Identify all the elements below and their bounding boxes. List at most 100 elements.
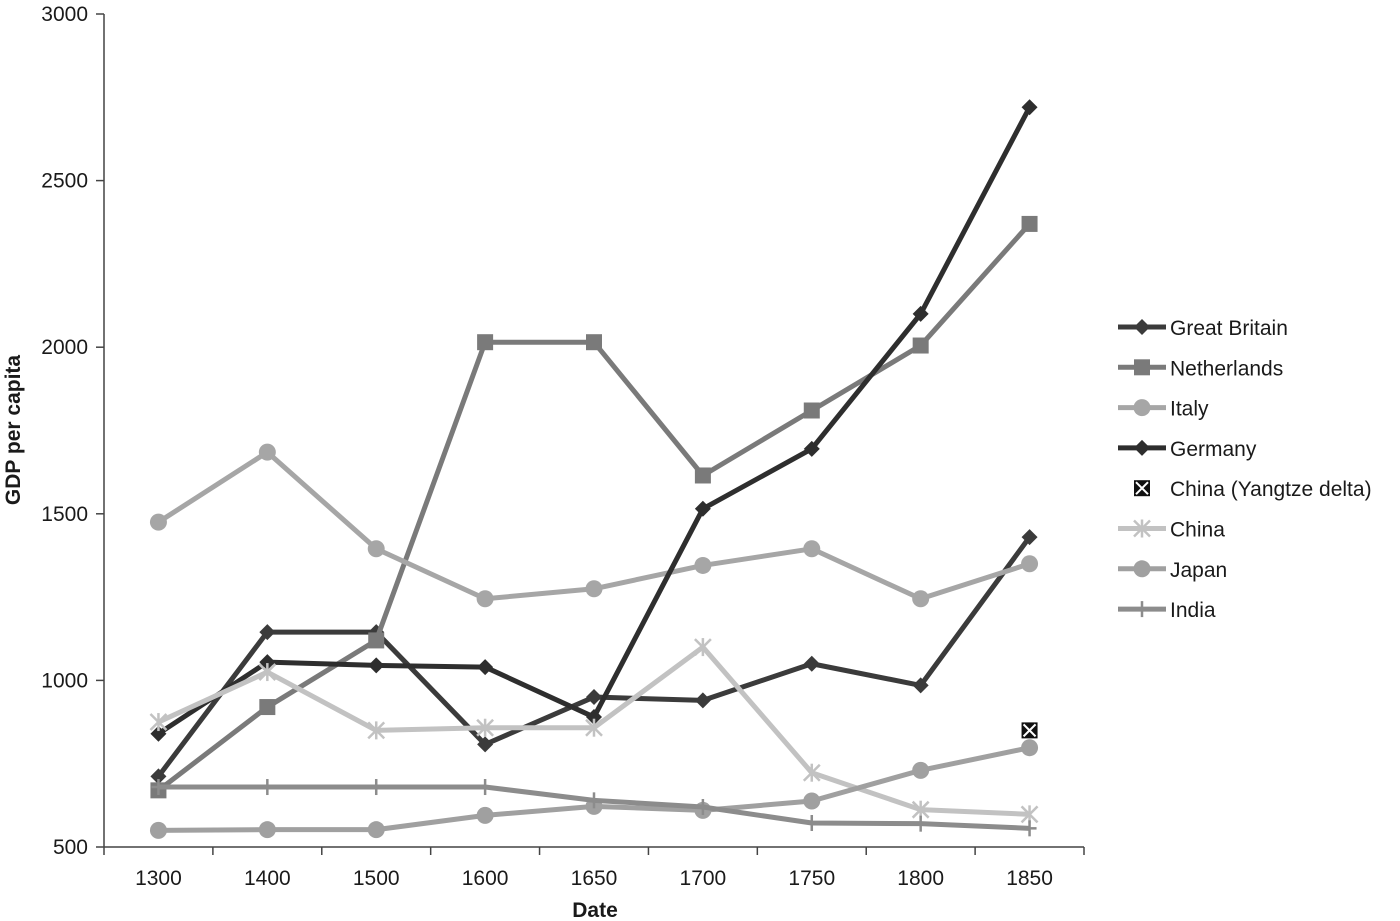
marker-circle xyxy=(367,540,385,558)
data-point xyxy=(912,590,930,608)
data-point xyxy=(477,334,494,351)
y-tick-label: 1000 xyxy=(41,669,88,692)
marker-circle xyxy=(912,590,930,608)
data-point xyxy=(369,779,384,796)
data-point xyxy=(1021,739,1039,757)
data-point xyxy=(367,540,385,558)
marker-circle xyxy=(585,580,603,598)
marker-diamond xyxy=(259,654,276,671)
data-point xyxy=(586,334,602,351)
x-tick-label: 1300 xyxy=(135,867,182,890)
legend-item-india: India xyxy=(1118,599,1216,622)
marker-circle xyxy=(149,821,167,839)
y-tick-label: 3000 xyxy=(41,3,88,26)
data-point xyxy=(258,821,276,839)
marker-circle xyxy=(1133,399,1151,417)
x-tick-label: 1650 xyxy=(571,867,618,890)
legend-label: Japan xyxy=(1170,559,1227,582)
legend-label: Germany xyxy=(1170,438,1257,461)
marker-diamond xyxy=(1134,439,1150,456)
data-point xyxy=(803,655,820,672)
data-point xyxy=(476,806,494,824)
data-point xyxy=(694,467,711,484)
marker-diamond xyxy=(477,736,494,753)
data-point xyxy=(258,443,276,461)
data-point xyxy=(1021,555,1039,573)
data-point xyxy=(367,821,385,839)
data-point xyxy=(803,440,820,457)
data-point xyxy=(804,815,819,832)
data-point xyxy=(149,513,167,531)
marker-x-stroke xyxy=(1022,723,1037,738)
marker-square xyxy=(912,337,929,354)
x-tick-label: 1600 xyxy=(462,867,509,890)
marker-square xyxy=(1021,215,1038,232)
series-germany xyxy=(150,99,1038,742)
marker-square xyxy=(1134,359,1150,376)
marker-circle xyxy=(1133,560,1151,578)
marker-diamond xyxy=(1021,99,1038,116)
legend-marker xyxy=(1133,399,1151,417)
series-netherlands xyxy=(150,215,1038,799)
data-point xyxy=(368,632,385,649)
legend-item-italy: Italy xyxy=(1118,398,1209,421)
data-point xyxy=(1021,99,1038,116)
data-point xyxy=(694,692,711,709)
marker-circle xyxy=(476,806,494,824)
data-point xyxy=(913,815,928,832)
data-point xyxy=(803,540,821,558)
marker-circle xyxy=(149,513,167,531)
marker-diamond xyxy=(150,768,167,785)
x-tick-label: 1700 xyxy=(680,867,727,890)
legend-marker xyxy=(1133,560,1151,578)
marker-circle xyxy=(803,792,821,810)
series-line xyxy=(156,535,1032,778)
marker-diamond xyxy=(368,657,385,674)
legend-marker xyxy=(1134,359,1150,376)
data-point xyxy=(802,763,821,782)
data-point xyxy=(1021,722,1038,739)
data-point xyxy=(694,638,712,657)
data-point xyxy=(912,677,929,694)
data-point xyxy=(259,624,276,641)
marker-square xyxy=(694,467,711,484)
legend-item-china: China xyxy=(1118,519,1225,542)
x-tick-label: 1850 xyxy=(1006,867,1053,890)
marker-diamond xyxy=(912,305,929,322)
data-point xyxy=(367,721,386,740)
marker-circle xyxy=(694,556,712,574)
legend-label: India xyxy=(1170,599,1216,622)
data-point xyxy=(149,713,168,732)
marker-square xyxy=(259,699,276,716)
data-point xyxy=(151,779,166,796)
legend-label: China (Yangtze delta) xyxy=(1170,478,1372,501)
data-point xyxy=(150,725,167,742)
legend-marker xyxy=(1134,480,1150,497)
legend-item-germany: Germany xyxy=(1118,438,1257,461)
marker-diamond xyxy=(586,689,602,706)
data-point xyxy=(368,657,385,674)
data-point xyxy=(586,709,602,726)
marker-diamond xyxy=(912,677,929,694)
data-point xyxy=(476,718,494,737)
legend-marker xyxy=(1134,439,1150,456)
marker-square xyxy=(803,402,820,419)
series-china xyxy=(149,638,1039,824)
x-tick-label: 1400 xyxy=(244,867,291,890)
series-great-britain xyxy=(150,529,1038,785)
y-tick-label: 2000 xyxy=(41,336,88,359)
data-point xyxy=(259,699,276,716)
data-point xyxy=(477,736,494,753)
marker-diamond xyxy=(1134,319,1150,335)
marker-diamond xyxy=(1021,529,1038,546)
data-point xyxy=(912,305,929,322)
marker-diamond xyxy=(150,725,167,742)
legend-marker xyxy=(1134,319,1150,335)
series-line xyxy=(157,106,1032,736)
x-axis-title: Date xyxy=(572,899,618,921)
data-point xyxy=(803,402,820,419)
legend-label: Netherlands xyxy=(1170,357,1283,380)
data-point xyxy=(260,779,275,796)
data-point xyxy=(1021,215,1038,232)
data-point xyxy=(585,718,603,737)
